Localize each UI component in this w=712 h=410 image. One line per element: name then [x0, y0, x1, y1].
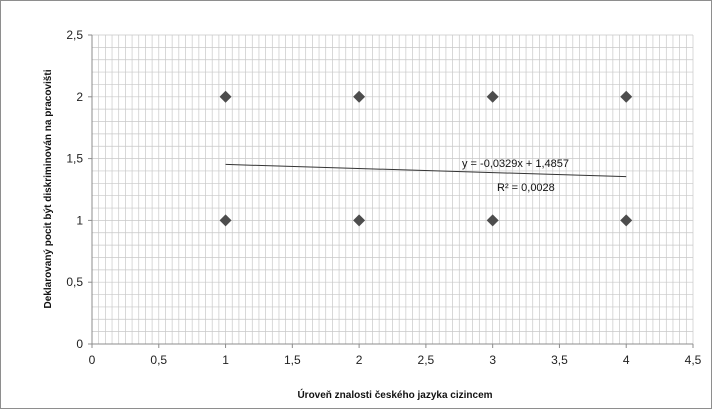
- data-point-diamond: [620, 214, 633, 227]
- y-tick-label: 1: [76, 213, 83, 227]
- trendline-equation: y = -0,0329x + 1,4857: [462, 158, 569, 170]
- x-tick-label: 4,5: [685, 353, 702, 367]
- data-point-diamond: [353, 90, 366, 103]
- y-tick-label: 1,5: [66, 152, 83, 166]
- data-point-diamond: [219, 214, 232, 227]
- data-points: [219, 90, 633, 227]
- x-tick-label: 2: [356, 353, 363, 367]
- y-tick-label: 0,5: [66, 275, 83, 289]
- x-tick-label: 2,5: [418, 353, 435, 367]
- x-tick-label: 0: [89, 353, 96, 367]
- x-tick-label: 3: [489, 353, 496, 367]
- x-tick-label: 3,5: [551, 353, 568, 367]
- tick-labels: 0 0,5 1 1,5 2 2,5 3 3,5 4 4,5 0 0,5 1 1,5 2 2,5: [66, 28, 701, 367]
- x-tick-label: 4: [623, 353, 630, 367]
- data-point-diamond: [219, 90, 232, 103]
- trendline-r-squared: R² = 0,0028: [497, 182, 555, 194]
- axes: [88, 34, 694, 348]
- data-point-diamond: [353, 214, 366, 227]
- grid: [91, 34, 694, 345]
- data-point-diamond: [620, 90, 633, 103]
- y-tick-label: 2,5: [66, 28, 83, 42]
- data-point-diamond: [486, 90, 499, 103]
- trendline-group: [225, 163, 627, 178]
- y-tick-label: 2: [76, 90, 83, 104]
- y-axis-title: Deklarovaný pocit být diskriminován na p…: [43, 69, 54, 308]
- y-tick-label: 0: [76, 337, 83, 351]
- trendline: [225, 163, 627, 178]
- x-tick-label: 0,5: [150, 353, 167, 367]
- data-point-diamond: [486, 214, 499, 227]
- x-tick-label: 1: [222, 353, 229, 367]
- x-axis-title: Úroveň znalosti českého jazyka cizincem: [297, 388, 492, 401]
- x-tick-label: 1,5: [284, 353, 301, 367]
